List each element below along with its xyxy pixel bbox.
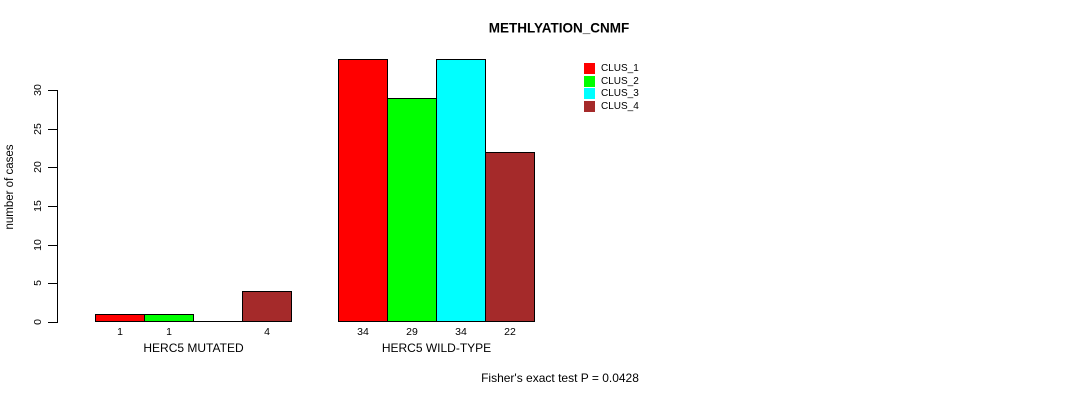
bar — [242, 291, 292, 322]
bar-value-label: 22 — [504, 326, 516, 338]
bar-value-label: 34 — [455, 326, 467, 338]
bar — [387, 98, 437, 322]
y-tick-mark — [48, 129, 57, 130]
bar-value-label: 29 — [406, 326, 418, 338]
bar — [485, 152, 535, 322]
legend: CLUS_1 CLUS_2 CLUS_3 CLUS_4 — [584, 62, 639, 113]
y-tick-label: 25 — [32, 123, 44, 135]
y-tick-label: 15 — [32, 200, 44, 212]
fisher-test-annotation: Fisher's exact test P = 0.0428 — [481, 371, 639, 385]
y-tick-mark — [48, 283, 57, 284]
legend-item: CLUS_2 — [584, 75, 639, 88]
y-tick-mark — [48, 322, 57, 323]
legend-swatch — [584, 88, 595, 100]
y-tick-label: 5 — [32, 280, 44, 286]
bar — [144, 314, 194, 322]
legend-label: CLUS_3 — [601, 88, 639, 100]
legend-swatch — [584, 75, 595, 87]
y-tick-mark — [48, 206, 57, 207]
legend-swatch — [584, 100, 595, 112]
y-axis-line — [57, 90, 58, 323]
bar-value-label: 4 — [264, 326, 270, 338]
legend-label: CLUS_1 — [601, 62, 639, 74]
y-tick-label: 30 — [32, 84, 44, 96]
x-group-label: HERC5 WILD-TYPE — [381, 341, 492, 355]
legend-label: CLUS_2 — [601, 75, 639, 87]
y-tick-mark — [48, 90, 57, 91]
legend-item: CLUS_3 — [584, 87, 639, 100]
legend-item: CLUS_4 — [584, 100, 639, 113]
y-axis-label: number of cases — [4, 144, 16, 230]
legend-item: CLUS_1 — [584, 62, 639, 75]
legend-swatch — [584, 62, 595, 74]
bar-value-label: 1 — [166, 326, 172, 338]
bar-value-label: 34 — [357, 326, 369, 338]
bar-value-label: 1 — [117, 326, 123, 338]
bar — [338, 59, 388, 322]
bar — [193, 321, 243, 322]
y-tick-mark — [48, 245, 57, 246]
y-tick-label: 0 — [32, 319, 44, 325]
chart-title: METHLYATION_CNMF — [488, 20, 630, 36]
y-tick-label: 10 — [32, 239, 44, 251]
y-tick-label: 20 — [32, 161, 44, 173]
bar — [436, 59, 486, 322]
y-tick-mark — [48, 167, 57, 168]
legend-label: CLUS_4 — [601, 100, 639, 112]
bar — [95, 314, 145, 322]
x-group-label: HERC5 MUTATED — [143, 341, 244, 355]
